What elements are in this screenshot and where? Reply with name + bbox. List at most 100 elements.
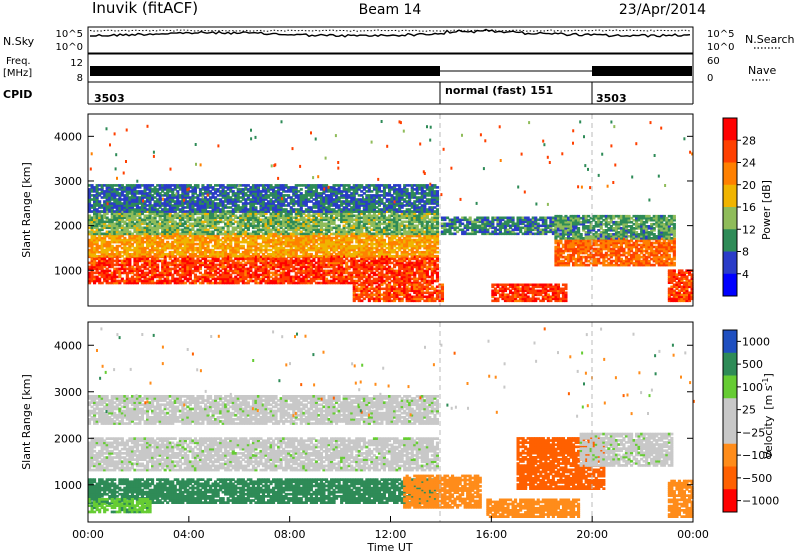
heatmap-cell-1833 [148,254,152,258]
heatmap-cell-3359 [183,220,187,224]
heatmap-cell-744 [254,277,258,281]
heatmap-cell-57 [100,281,104,285]
heatmap-cell-1993 [188,246,192,250]
heatmap-cell-645 [231,265,235,269]
heatmap-cell-286 [151,267,155,271]
heatmap-cell-3260 [158,212,162,216]
heatmap-cell-2254 [254,234,258,238]
heatmap-cell-2252 [254,238,258,242]
heatmap-cell-539 [209,269,213,273]
heatmap-cell-819 [269,265,273,269]
heatmap-cell-3210 [148,232,152,236]
heatmap-cell-4109 [377,232,382,236]
heatmap-cell-703 [244,269,248,273]
heatmap-cell-2376 [287,242,291,246]
heatmap-cell-3007 [98,232,102,236]
heatmap-cell-1399 [395,277,399,281]
heatmap-cell-2239 [251,242,256,246]
heatmap-cell-2750 [380,246,384,250]
heatmap-cell-2132 [224,246,228,250]
heatmap-cell-3357 [183,226,187,230]
heatmap-cell-4119 [380,232,384,236]
heatmap-cell-4358 [88,204,92,207]
heatmap-cell-3626 [254,232,258,236]
heatmap-cell-83 [105,277,109,281]
heatmap-cell-4541 [125,190,129,193]
heatmap-cell-303 [153,257,157,261]
heatmap-cell-3677 [267,228,271,232]
heatmap-cell-593 [221,273,225,277]
heatmap-cell-4140 [385,228,389,232]
heatmap-cell-4938 [211,204,215,207]
heatmap-cell-2113 [219,246,223,250]
heatmap-cell-1517 [420,279,424,283]
heatmap-cell-1233 [357,263,361,267]
heatmap-cell-3378 [188,222,192,226]
heatmap-cell-4295 [423,230,427,234]
heatmap-cell-4242 [410,226,414,230]
heatmap-cell-4655 [148,184,152,187]
heatmap-cell-1346 [382,273,387,277]
heatmap-cell-1569 [430,271,434,275]
heatmap-cell-1196 [350,263,354,267]
heatmap-cell-1280 [367,263,371,267]
heatmap-cell-1752 [128,252,132,256]
heatmap-cell-3963 [340,220,344,224]
heatmap-cell-1397 [395,281,399,285]
heatmap-cell-1599 [88,250,92,254]
heatmap-cell-311 [156,265,160,269]
heatmap-cell-612 [224,259,228,263]
heatmap-cell-2861 [410,246,414,250]
heatmap-cell-818 [269,267,273,271]
heatmap-cell-2013 [193,248,198,252]
heatmap-cell-324 [161,281,165,285]
heatmap-cell-1258 [362,257,366,261]
heatmap-cell-2975 [90,230,94,234]
heatmap-cell-3361 [183,214,187,218]
heatmap-cell-4030 [357,230,361,234]
heatmap-cell-3429 [201,220,205,224]
heatmap-cell-1884 [161,252,165,256]
heatmap-cell-4171 [393,222,397,226]
heatmap-cell-3662 [261,214,266,218]
heatmap-cell-1188 [347,259,351,263]
heatmap-cell-1252 [362,269,366,273]
heatmap-cell-3191 [143,230,147,234]
heatmap-cell-3566 [239,228,243,232]
heatmap-cell-997 [307,265,311,269]
heatmap-cell-4103 [375,224,379,228]
heatmap-cell-4091 [372,224,377,228]
heatmap-cell-4356 [88,208,92,211]
heatmap-cell-3589 [244,224,248,228]
heatmap-cell-1441 [403,265,407,269]
heatmap-cell-1692 [110,244,114,248]
heatmap-cell-651 [234,277,238,281]
heatmap-cell-3244 [156,230,160,234]
heatmap-cell-680 [239,265,243,269]
heatmap-cell-3108 [120,210,124,214]
heatmap-cell-124 [113,259,117,263]
heatmap-cell-1966 [181,236,185,240]
heatmap-cell-1663 [103,242,107,246]
heatmap-cell-3975 [342,218,346,222]
heatmap-cell-86 [105,271,109,275]
heatmap-cell-665 [236,271,240,275]
heatmap-cell-88 [105,267,109,271]
heatmap-cell-2809 [395,234,399,238]
noise-left-tick-top: 10^5 [56,29,83,40]
heatmap-cell-1240 [360,267,364,271]
heatmap-cell-1019 [312,271,316,275]
heatmap-cell-4008 [350,214,354,218]
heatmap-cell-1830 [146,236,150,240]
heatmap-cell-4890 [201,206,205,209]
heatmap-cell-3000 [95,222,99,226]
heatmap-cell-253 [143,261,147,265]
heatmap-cell-2832 [403,246,407,250]
heatmap-cell-3102 [120,224,124,228]
heatmap-cell-3824 [302,216,306,220]
heatmap-cell-2516 [322,246,326,250]
heatmap-cell-3650 [259,220,263,224]
heatmap-cell-1929 [173,250,177,254]
heatmap-cell-1918 [171,254,175,258]
heatmap-cell-350 [166,279,170,283]
